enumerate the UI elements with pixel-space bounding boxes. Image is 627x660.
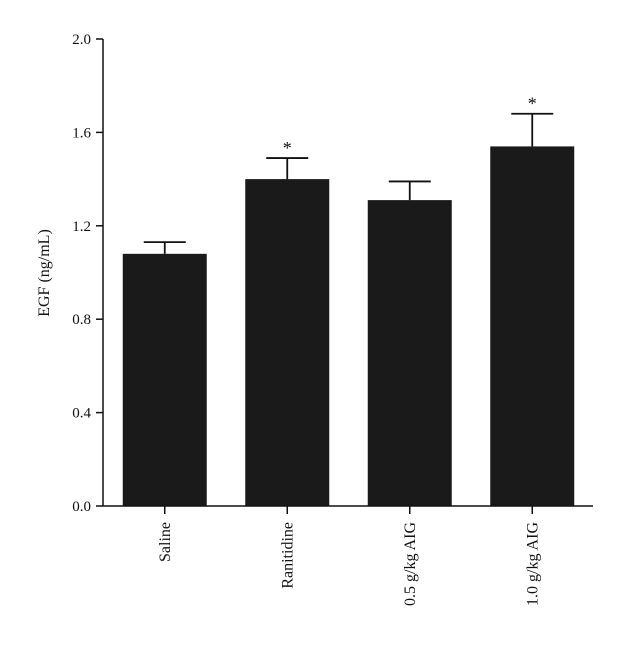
x-category-label: Ranitidine — [279, 522, 296, 589]
bar — [245, 179, 330, 506]
y-axis-label: EGF (ng/mL) — [36, 229, 53, 317]
bar — [122, 253, 207, 506]
y-tick-label: 0.0 — [72, 499, 91, 515]
x-ticks: Saline Ranitidine 0.5 g/kg AIG 1.0 g/kg AIG — [157, 506, 541, 606]
y-ticks: 0.0 0.4 0.8 1.2 1.6 2.0 — [72, 32, 103, 515]
x-category-label: 0.5 g/kg AIG — [402, 522, 419, 606]
significance-marker: * — [528, 94, 537, 114]
y-tick-label: 1.2 — [72, 219, 91, 235]
y-tick-label: 2.0 — [72, 32, 91, 48]
x-category-label: 1.0 g/kg AIG — [524, 522, 541, 606]
y-tick-label: 0.4 — [72, 406, 91, 422]
error-bars-layer — [143, 112, 554, 254]
bars-layer — [122, 146, 575, 507]
significance-marker: * — [283, 138, 292, 158]
bar — [367, 200, 452, 507]
x-category-label: Saline — [157, 522, 174, 562]
y-axis — [102, 39, 593, 507]
y-tick-label: 0.8 — [72, 312, 91, 328]
y-tick-label: 1.6 — [72, 125, 91, 141]
significance-markers: ** — [283, 94, 537, 158]
bar — [490, 146, 575, 506]
